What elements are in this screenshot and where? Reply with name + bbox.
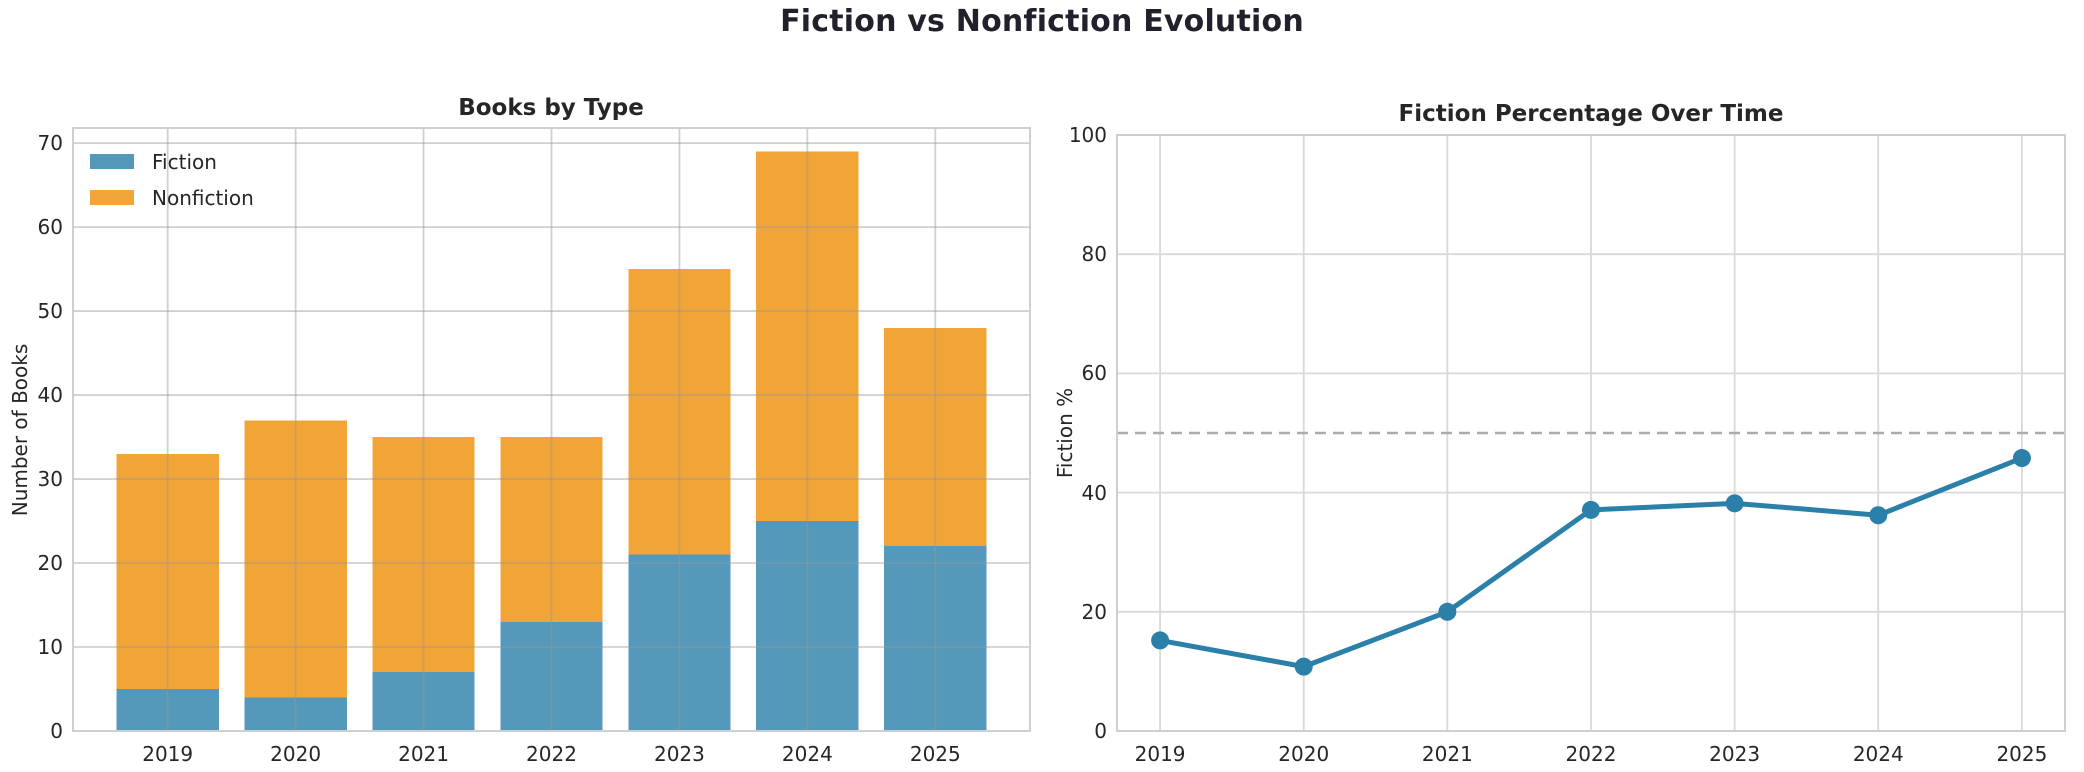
y-tick-label-80: 80 [1081,242,1107,267]
data-point-marker-2025 [2012,449,2031,468]
data-point-marker-2023 [1725,494,1744,513]
y-tick-label-50: 50 [37,299,63,324]
x-tick-label-2022: 2022 [1565,742,1617,766]
plot-frame [1116,134,2066,732]
bar-segment-nonfiction-2021 [372,437,475,673]
bar-segment-nonfiction-2020 [244,420,347,698]
bar-segment-nonfiction-2019 [116,453,219,690]
data-point-marker-2021 [1438,602,1457,621]
legend-swatch-fiction [90,154,134,169]
data-point-marker-2022 [1582,500,1600,519]
x-tick-label-2025: 2025 [1996,742,2048,766]
y-tick-label-70: 70 [37,131,63,156]
legend-label-fiction: Fiction [152,150,217,174]
legend-label-nonfiction: Nonfiction [152,186,254,210]
x-tick-label-2023: 2023 [1709,742,1761,766]
x-tick-label-2019: 2019 [142,742,194,766]
gridlines-overlay [73,128,1030,732]
y-tick-label-60: 60 [37,215,63,240]
bar-segment-fiction-2024 [756,521,859,731]
y-tick-label-30: 30 [37,467,63,492]
y-tick-label-20: 20 [1081,599,1107,624]
y-tick-label-60: 60 [1081,361,1107,386]
bar-chart-title: Books by Type [458,95,644,121]
x-tick-label-2023: 2023 [653,742,705,766]
bar-segment-fiction-2019 [116,689,219,731]
y-tick-label-40: 40 [37,383,63,408]
bar-segment-fiction-2021 [372,672,475,731]
bar-segment-nonfiction-2024 [756,151,859,522]
legend-swatch-nonfiction [90,190,134,205]
y-tick-label-100: 100 [1068,123,1107,147]
line-chart-title: Fiction Percentage Over Time [1398,101,1784,127]
y-tick-label-0: 0 [50,719,63,743]
x-tick-label-2024: 2024 [1852,742,1904,766]
x-tick-label-2020: 2020 [1278,742,1330,766]
x-tick-label-2021: 2021 [398,742,449,766]
data-point-marker-2020 [1294,657,1313,676]
bar-segment-nonfiction-2025 [884,327,987,547]
x-tick-label-2020: 2020 [270,742,322,766]
bar-segment-fiction-2020 [244,697,347,731]
bar-segment-fiction-2022 [500,621,603,731]
data-point-marker-2024 [1869,506,1888,525]
y-tick-label-20: 20 [37,551,63,576]
bar-segment-nonfiction-2022 [500,437,603,622]
bar-segment-nonfiction-2023 [628,269,731,555]
y-tick-label-10: 10 [37,635,63,660]
x-tick-label-2021: 2021 [1421,742,1473,766]
y-tick-label-0: 0 [1094,719,1107,743]
x-tick-label-2019: 2019 [1134,742,1186,766]
x-tick-label-2025: 2025 [909,742,961,766]
bar-segment-fiction-2025 [884,546,987,731]
data-point-marker-2019 [1151,631,1170,650]
stacked-bars [116,151,987,731]
plot-frame [72,127,1031,732]
x-tick-label-2024: 2024 [781,742,833,766]
y-tick-label-40: 40 [1081,480,1107,505]
bar-segment-fiction-2023 [628,554,731,731]
x-tick-label-2022: 2022 [526,742,577,766]
figure-title: Fiction vs Nonfiction Evolution [780,4,1304,39]
